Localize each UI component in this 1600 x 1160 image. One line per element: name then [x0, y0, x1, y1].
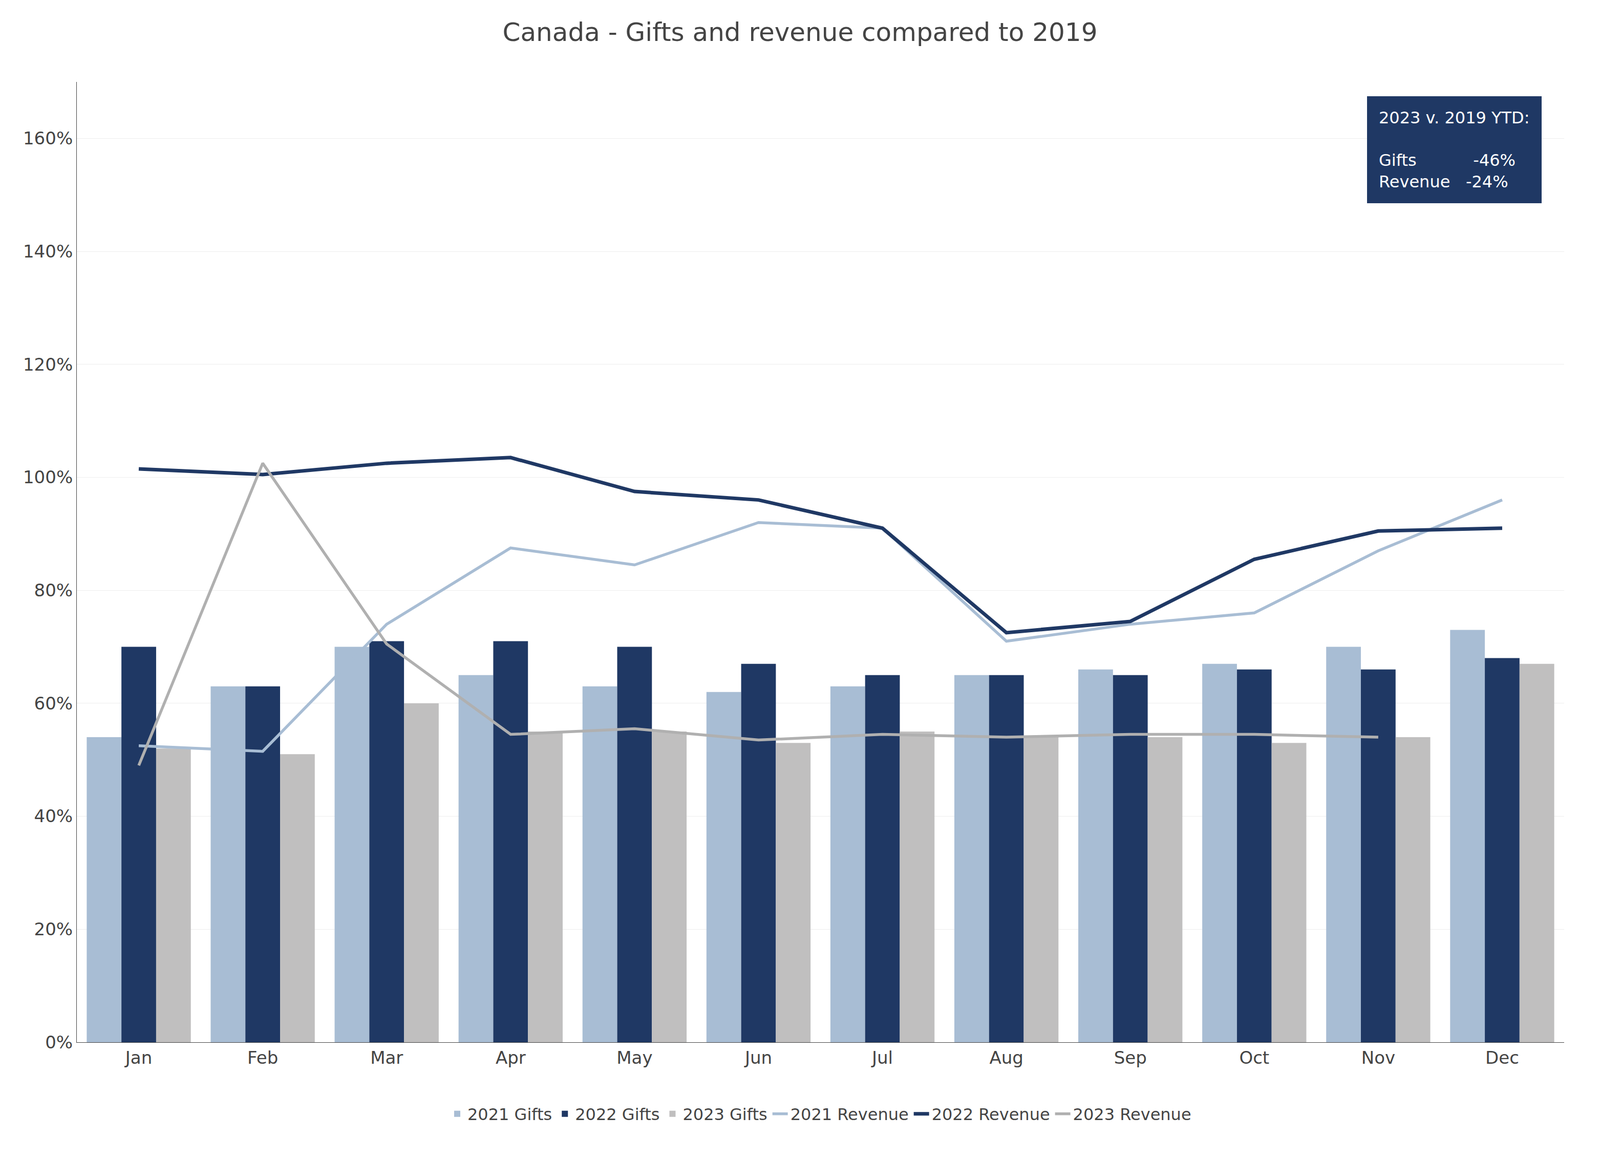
svg-text:20%: 20%	[34, 919, 74, 940]
svg-text:160%: 160%	[23, 128, 73, 149]
svg-text:Jan: Jan	[124, 1047, 153, 1069]
svg-text:100%: 100%	[23, 466, 73, 488]
svg-text:60%: 60%	[34, 693, 74, 714]
svg-text:Oct: Oct	[1239, 1047, 1270, 1069]
svg-text:2021 Revenue: 2021 Revenue	[790, 1104, 909, 1125]
svg-text:Aug: Aug	[989, 1047, 1023, 1069]
svg-text:0%: 0%	[45, 1032, 73, 1053]
svg-text:2021 Gifts: 2021 Gifts	[467, 1104, 552, 1125]
svg-text:Jun: Jun	[743, 1047, 773, 1069]
svg-text:Mar: Mar	[370, 1047, 403, 1069]
svg-text:Feb: Feb	[247, 1047, 279, 1069]
svg-text:140%: 140%	[23, 241, 73, 262]
svg-text:Dec: Dec	[1485, 1047, 1520, 1069]
svg-text:2023 v. 2019 YTD: Gifts: 2023 v. 2019 YTD: Gifts -46%Revenue -24%	[1378, 108, 1530, 192]
svg-text:80%: 80%	[34, 580, 74, 601]
svg-text:Nov: Nov	[1361, 1047, 1396, 1069]
svg-text:Apr: Apr	[495, 1047, 526, 1069]
svg-text:2022 Revenue: 2022 Revenue	[931, 1104, 1051, 1125]
svg-text:Canada - Gifts and revenue com: Canada - Gifts and revenue compared to 2…	[502, 17, 1098, 48]
svg-text:2023 Revenue: 2023 Revenue	[1073, 1104, 1192, 1125]
svg-text:May: May	[616, 1047, 653, 1069]
svg-text:120%: 120%	[23, 354, 73, 375]
svg-text:40%: 40%	[34, 805, 74, 827]
svg-text:2022 Gifts: 2022 Gifts	[574, 1104, 660, 1125]
svg-text:Jul: Jul	[870, 1047, 893, 1069]
svg-text:Sep: Sep	[1114, 1047, 1147, 1069]
svg-text:2023 Gifts: 2023 Gifts	[682, 1104, 767, 1125]
